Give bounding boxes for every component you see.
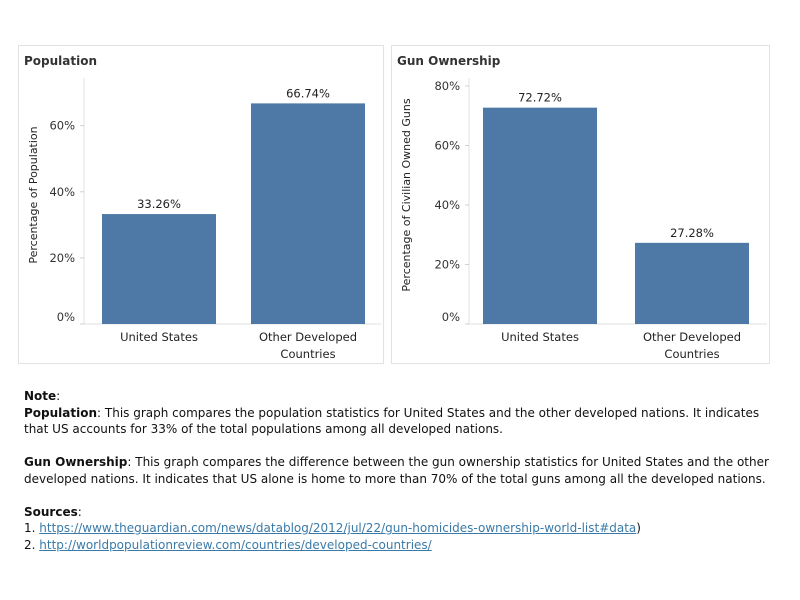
note-heading-line: Note:: [24, 389, 61, 403]
population-chart: 0% 20% 40% 60% Percentage of Population 33.26…: [27, 78, 381, 361]
sources-heading: Sources: [24, 504, 78, 519]
gun-ownership-y-tick-label: 0%: [442, 310, 460, 324]
gun-ownership-bar: [483, 107, 597, 324]
source-number-1: 1.: [24, 521, 40, 535]
notes-section: Note: Population: This graph compares th…: [24, 388, 784, 553]
gun-ownership-data-label: 27.28%: [670, 226, 714, 240]
source-link-1[interactable]: https://www.theguardian.com/news/datablo…: [39, 521, 637, 535]
population-y-tick-label: 40%: [49, 185, 75, 199]
population-bar: [102, 214, 216, 324]
population-note-text: : This graph compares the population sta…: [24, 405, 760, 437]
gun-ownership-note-term: Gun Ownership: [24, 455, 128, 469]
gun-ownership-y-tick-label: 80%: [434, 79, 460, 93]
population-note: Population: This graph compares the popu…: [24, 405, 784, 438]
population-category-label: Other Developed Countries: [259, 330, 357, 361]
source-number-2: 2.: [24, 537, 40, 552]
gun-ownership-chart-panel: Gun Ownership 0% 20% 40% 60% 80% Percentage o…: [391, 45, 770, 364]
gun-ownership-y-tick-label: 40%: [434, 198, 460, 212]
population-chart-panel: Population 0% 20% 40% 60% Percentage of Popu…: [18, 45, 384, 364]
gun-ownership-y-axis-title: Percentage of Civilian Owned Guns: [400, 98, 413, 291]
population-bar: [251, 103, 365, 324]
gun-ownership-bar: [635, 242, 749, 324]
gun-ownership-note-text: : This graph compares the difference bet…: [24, 455, 769, 486]
gun-ownership-chart-title: Gun Ownership: [397, 54, 501, 68]
gun-ownership-note: Gun Ownership: This graph compares the d…: [24, 454, 784, 487]
population-category-label: United States: [120, 330, 198, 344]
gun-ownership-y-tick-label: 20%: [434, 258, 460, 272]
population-data-label: 66.74%: [286, 86, 330, 100]
population-chart-title: Population: [24, 54, 98, 68]
gun-ownership-data-label: 72.72%: [518, 91, 562, 105]
gun-ownership-category-label: United States: [501, 330, 579, 344]
population-y-tick-label: 0%: [57, 310, 75, 324]
population-y-tick-label: 20%: [49, 251, 75, 265]
sources-heading-line: Sources:: [24, 504, 82, 519]
gun-ownership-category-label: Other Developed Countries: [643, 330, 741, 361]
source-link-2[interactable]: http://worldpopulationreview.com/countri…: [39, 537, 432, 552]
note-heading: Note: [24, 389, 57, 403]
source-item-1: 1. https://www.theguardian.com/news/data…: [24, 520, 784, 537]
population-y-tick-label: 60%: [49, 119, 75, 133]
source-suffix-1: ): [636, 521, 641, 535]
population-note-term: Population: [24, 405, 98, 420]
gun-ownership-y-tick-label: 60%: [434, 139, 460, 153]
population-y-axis-title: Percentage of Population: [27, 126, 40, 263]
population-data-label: 33.26%: [137, 197, 181, 211]
gun-ownership-chart: 0% 20% 40% 60% 80% Percentage of Civilian Own…: [400, 78, 767, 361]
source-item-2: 2. http://worldpopulationreview.com/coun…: [24, 537, 784, 554]
